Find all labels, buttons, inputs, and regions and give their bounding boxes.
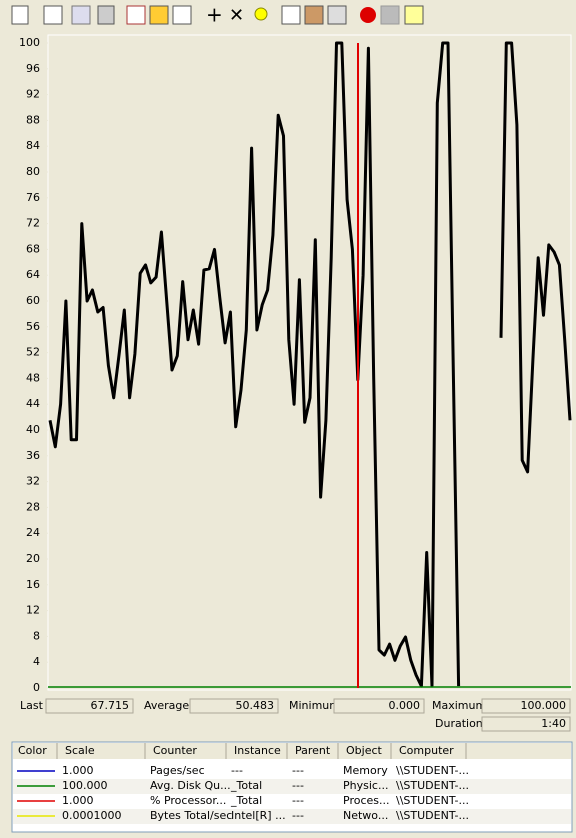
cell-computer: \\STUDENT-... (396, 764, 469, 777)
column-header: Instance (234, 744, 281, 757)
y-tick-label: 76 (26, 191, 40, 204)
y-tick-label: 72 (26, 217, 40, 230)
cell-counter: Avg. Disk Qu... (150, 779, 231, 792)
histogram-button[interactable] (149, 5, 169, 25)
cell-parent: --- (292, 809, 304, 822)
y-tick-label: 48 (26, 371, 40, 384)
cell-scale: 1.000 (62, 764, 94, 777)
stat-label: Duration (435, 717, 483, 730)
y-tick-label: 8 (33, 629, 40, 642)
help-button[interactable] (404, 5, 424, 25)
y-tick-label: 4 (33, 655, 40, 668)
cell-parent: --- (292, 794, 304, 807)
y-tick-label: 20 (26, 552, 40, 565)
paste-button[interactable] (304, 5, 324, 25)
stats: Last 67.715 Average 50.483 Minimum 0.000… (20, 698, 571, 732)
y-tick-label: 52 (26, 346, 40, 359)
column-header: Counter (153, 744, 197, 757)
cell-scale: 100.000 (62, 779, 108, 792)
y-tick-label: 16 (26, 578, 40, 591)
y-tick-label: 96 (26, 62, 40, 75)
cell-computer: \\STUDENT-... (396, 809, 469, 822)
cell-counter: Bytes Total/sec (150, 809, 232, 822)
y-tick-label: 28 (26, 500, 40, 513)
column-header: Scale (65, 744, 95, 757)
stat-value: 0.000 (389, 699, 421, 712)
row-bg (13, 809, 571, 824)
graph-lines (48, 41, 572, 688)
cell-counter: Pages/sec (150, 764, 205, 777)
y-tick-label: 60 (26, 294, 40, 307)
y-tick-label: 40 (26, 423, 40, 436)
update-button[interactable] (380, 5, 400, 25)
cell-object: Physic... (343, 779, 388, 792)
column-header: Parent (295, 744, 331, 757)
cell-object: Proces... (343, 794, 390, 807)
legend: Color Scale Counter Instance Parent Object Com… (13, 743, 571, 824)
highlight-button[interactable] (254, 7, 268, 21)
stat-box (333, 698, 425, 714)
stat-label: Average (144, 699, 189, 712)
cell-computer: \\STUDENT-... (396, 794, 469, 807)
cell-scale: 1.000 (62, 794, 94, 807)
cell-computer: \\STUDENT-... (396, 779, 469, 792)
stat-box (189, 698, 279, 714)
y-tick-label: 84 (26, 139, 40, 152)
cell-parent: --- (292, 779, 304, 792)
stat-value: 1:40 (541, 717, 566, 730)
stat-value: 67.715 (91, 699, 130, 712)
series-line (48, 41, 461, 688)
stat-box (481, 698, 571, 714)
y-tick-label: 92 (26, 88, 40, 101)
cell-instance: _Total (230, 794, 262, 807)
stat-value: 50.483 (236, 699, 275, 712)
delete-button[interactable]: ✕ (229, 5, 244, 26)
stat-value: 100.000 (521, 699, 567, 712)
y-axis: 0481216202428323640444852566064687276808… (19, 36, 48, 694)
add-button[interactable]: + (206, 3, 223, 27)
cell-counter: % Processor... (150, 794, 226, 807)
properties-button[interactable] (327, 5, 347, 25)
column-header: Object (346, 744, 383, 757)
y-tick-label: 44 (26, 397, 40, 410)
cell-parent: --- (292, 764, 304, 777)
new-button[interactable] (11, 5, 29, 25)
y-tick-label: 100 (19, 36, 40, 49)
y-tick-label: 24 (26, 526, 40, 539)
y-tick-label: 88 (26, 113, 40, 126)
y-tick-label: 0 (33, 681, 40, 694)
y-tick-label: 68 (26, 242, 40, 255)
view-log-button[interactable] (97, 5, 115, 25)
series-line (499, 41, 572, 474)
y-tick-label: 56 (26, 320, 40, 333)
cell-scale: 0.0001000 (62, 809, 122, 822)
cell-instance: Intel[R] ... (231, 809, 286, 822)
y-tick-label: 32 (26, 475, 40, 488)
freeze-button[interactable] (360, 7, 376, 23)
table-header (13, 743, 571, 759)
cell-instance: _Total (230, 779, 262, 792)
stat-label: Minimum (289, 699, 340, 712)
cell-instance: --- (231, 764, 243, 777)
stat-box (481, 716, 571, 732)
cell-object: Netwo... (343, 809, 388, 822)
y-tick-label: 36 (26, 449, 40, 462)
view-current-button[interactable] (71, 5, 91, 25)
y-tick-label: 64 (26, 268, 40, 281)
report-button[interactable] (172, 5, 192, 25)
stat-label: Last (20, 699, 44, 712)
copy-button[interactable] (281, 5, 301, 25)
column-header: Computer (399, 744, 454, 757)
y-tick-label: 80 (26, 165, 40, 178)
stat-label: Maximum (432, 699, 486, 712)
graph-view-button[interactable] (126, 5, 146, 25)
cell-object: Memory (343, 764, 388, 777)
clear-button[interactable] (43, 5, 63, 25)
row-bg (13, 779, 571, 794)
stat-box (45, 698, 134, 714)
y-tick-label: 12 (26, 604, 40, 617)
column-header: Color (18, 744, 47, 757)
toolbar: + ✕ (0, 0, 576, 30)
